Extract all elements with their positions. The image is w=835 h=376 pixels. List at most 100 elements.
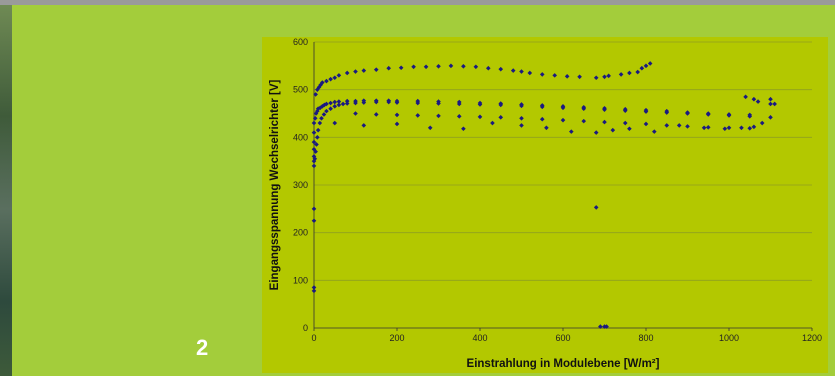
data-point xyxy=(353,69,358,74)
data-point xyxy=(598,324,603,329)
data-point xyxy=(311,285,317,290)
data-point xyxy=(311,218,317,224)
x-tick-label: 1000 xyxy=(719,333,739,343)
data-point xyxy=(461,126,466,132)
background-photo-strip xyxy=(0,5,12,376)
data-point xyxy=(639,65,645,71)
page-number: 2 xyxy=(196,335,209,360)
data-point xyxy=(552,73,557,78)
data-point xyxy=(676,123,682,128)
tick-labels: 0 100 200 300 400 500 600 0 200 400 600 800 1000 1200 xyxy=(293,37,822,343)
data-point xyxy=(593,130,599,135)
data-point xyxy=(427,125,433,131)
data-point xyxy=(319,115,324,121)
data-point xyxy=(647,61,653,66)
data-point xyxy=(618,72,624,77)
data-point xyxy=(315,106,321,112)
data-point xyxy=(544,125,549,131)
y-axis-title: Eingangsspannung Wechselrichter [V] xyxy=(269,80,281,291)
data-point xyxy=(722,126,728,132)
data-point xyxy=(436,64,441,69)
y-tick-label: 100 xyxy=(293,275,308,285)
data-point xyxy=(627,70,632,76)
data-point xyxy=(328,106,333,112)
x-tick-label: 400 xyxy=(472,333,487,343)
data-point xyxy=(604,324,609,329)
data-point xyxy=(332,104,338,109)
data-point xyxy=(373,99,379,105)
data-point xyxy=(311,206,317,212)
x-tick-label: 0 xyxy=(311,333,316,343)
data-point xyxy=(411,64,416,70)
data-point xyxy=(311,288,317,294)
y-tick-label: 600 xyxy=(293,37,308,47)
y-tick-label: 300 xyxy=(293,180,308,190)
data-point xyxy=(759,120,765,126)
data-point xyxy=(398,65,404,71)
data-point xyxy=(353,111,358,116)
data-point xyxy=(490,120,495,126)
data-point xyxy=(498,66,504,72)
axes xyxy=(313,42,813,331)
data-point xyxy=(436,101,441,106)
data-point xyxy=(373,67,379,72)
data-point xyxy=(312,115,318,121)
x-tick-label: 800 xyxy=(638,333,653,343)
data-point xyxy=(436,113,441,119)
data-point xyxy=(772,101,777,107)
data-point xyxy=(701,125,707,131)
data-point xyxy=(593,205,599,210)
chart-svg: 0 100 200 300 400 500 600 0 200 400 600 800 1000 1200… xyxy=(262,37,828,373)
data-point xyxy=(313,92,318,97)
data-point xyxy=(569,129,574,134)
data-point xyxy=(473,64,479,70)
y-tick-label: 500 xyxy=(293,85,308,95)
data-point xyxy=(423,64,429,70)
data-point xyxy=(461,64,466,69)
data-point xyxy=(394,100,400,105)
y-tick-label: 400 xyxy=(293,132,308,142)
data-point xyxy=(353,100,358,106)
data-point xyxy=(627,126,632,132)
data-point xyxy=(477,114,483,120)
data-point xyxy=(498,102,504,108)
top-strip xyxy=(0,0,835,5)
data-point xyxy=(510,68,516,73)
data-point xyxy=(755,99,761,104)
data-point xyxy=(317,120,323,126)
data-point xyxy=(415,100,421,106)
data-point xyxy=(751,124,757,130)
data-point xyxy=(332,120,338,126)
x-tick-label: 1200 xyxy=(802,333,822,343)
data-point xyxy=(373,112,379,117)
data-point xyxy=(477,102,483,107)
data-point xyxy=(577,74,582,80)
data-point xyxy=(593,75,599,81)
data-point xyxy=(332,75,338,81)
data-point xyxy=(328,100,333,106)
x-axis-title: Einstrahlung in Modulebene [W/m²] xyxy=(467,358,660,370)
data-point xyxy=(415,113,421,118)
data-point xyxy=(498,115,504,120)
data-point xyxy=(739,125,744,131)
data-point xyxy=(652,129,657,134)
data-point xyxy=(448,63,454,69)
scatter-chart: 0 100 200 300 400 500 600 0 200 400 600 800 1000 1200… xyxy=(262,37,828,373)
data-point xyxy=(486,65,491,71)
data-point xyxy=(456,101,462,107)
x-tick-label: 200 xyxy=(389,333,404,343)
data-point xyxy=(635,69,640,75)
data-point xyxy=(743,94,748,100)
y-tick-label: 0 xyxy=(303,323,308,333)
data-point xyxy=(336,102,342,108)
data-point xyxy=(606,73,611,79)
data-point xyxy=(311,120,317,126)
data-point xyxy=(610,127,616,133)
data-point xyxy=(751,96,757,102)
data-point xyxy=(394,121,400,127)
grid-lines xyxy=(314,41,812,281)
x-tick-label: 600 xyxy=(555,333,570,343)
data-point xyxy=(311,139,317,145)
data-point xyxy=(456,114,462,119)
data-point xyxy=(332,99,338,105)
